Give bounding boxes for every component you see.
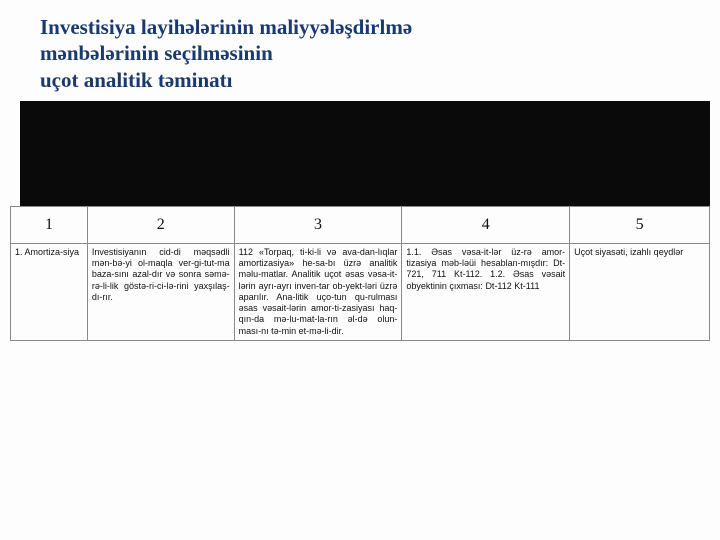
- data-table-wrap: 1 2 3 4 5 1. Amortiza-siya Investisiyanı…: [10, 206, 710, 341]
- col-header-4: 4: [402, 206, 570, 243]
- title-line-3: uçot analitik təminatı: [40, 67, 700, 93]
- table-row: 1. Amortiza-siya Investisiyanın cid-di m…: [11, 243, 710, 340]
- col-header-1: 1: [11, 206, 88, 243]
- cell-2: Investisiyanın cid-di məqsədli mən-bə-yi…: [87, 243, 234, 340]
- table-header-row: 1 2 3 4 5: [11, 206, 710, 243]
- page-title: Investisiya layihələrinin maliyyələşdirl…: [0, 0, 720, 101]
- title-line-1: Investisiya layihələrinin maliyyələşdirl…: [40, 14, 700, 40]
- col-header-5: 5: [570, 206, 710, 243]
- cell-1: 1. Amortiza-siya: [11, 243, 88, 340]
- cell-4: 1.1. Əsas vəsa-it-lər üz-rə amor-tizasiy…: [402, 243, 570, 340]
- dark-band: [20, 101, 710, 206]
- col-header-2: 2: [87, 206, 234, 243]
- cell-3: 112 «Torpaq, ti-ki-li və ava-dan-lıqlar …: [234, 243, 402, 340]
- title-line-2: mənbələrinin seçilməsinin: [40, 40, 700, 66]
- cell-5: Uçot siyasəti, izahlı qeydlər: [570, 243, 710, 340]
- data-table: 1 2 3 4 5 1. Amortiza-siya Investisiyanı…: [10, 206, 710, 341]
- col-header-3: 3: [234, 206, 402, 243]
